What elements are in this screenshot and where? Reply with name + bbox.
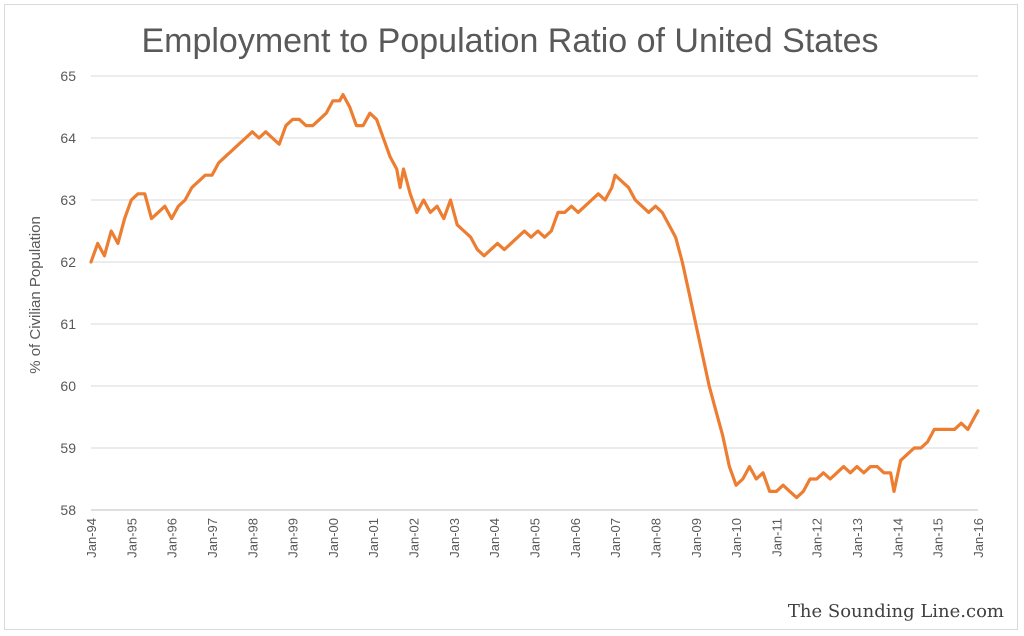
y-tick-label: 61: [60, 316, 76, 332]
y-axis-label: % of Civilian Population: [27, 216, 44, 374]
x-tick-label: Jan-98: [245, 518, 260, 558]
watermark-text: The Sounding Line.com: [787, 601, 1004, 622]
x-tick-label: Jan-96: [165, 518, 180, 558]
y-tick-label: 65: [60, 68, 76, 84]
x-tick-label: Jan-95: [124, 518, 139, 558]
x-tick-label: Jan-99: [286, 518, 301, 558]
x-tick-label: Jan-05: [528, 518, 543, 558]
x-tick-label: Jan-07: [608, 518, 623, 558]
x-tick-label: Jan-06: [568, 518, 583, 558]
x-tick-label: Jan-10: [729, 518, 744, 558]
x-tick-label: Jan-04: [487, 518, 502, 558]
x-tick-label: Jan-16: [971, 518, 986, 558]
y-tick-label: 62: [60, 254, 76, 270]
x-tick-label: Jan-13: [850, 518, 865, 558]
x-tick-label: Jan-12: [810, 518, 825, 558]
y-tick-label: 64: [60, 130, 76, 146]
y-tick-label: 59: [60, 440, 76, 456]
y-tick-label: 60: [60, 378, 76, 394]
y-tick-label: 63: [60, 192, 76, 208]
grid-lines: [91, 75, 978, 511]
x-tick-label: Jan-09: [689, 518, 704, 558]
x-tick-label: Jan-08: [648, 518, 663, 558]
x-tick-label: Jan-11: [769, 518, 784, 557]
x-tick-labels: Jan-94 Jan-95 Jan-96 Jan-97 Jan-98 Jan-99 Jan-…: [84, 518, 986, 558]
chart-frame: [4, 4, 1018, 630]
y-tick-labels: 58 59 60 61 62 63 64 65: [60, 68, 76, 518]
x-tick-label: Jan-15: [931, 518, 946, 558]
x-tick-label: Jan-14: [890, 518, 905, 558]
x-tick-label: Jan-97: [205, 518, 220, 558]
y-tick-label: 58: [60, 502, 76, 518]
x-tick-label: Jan-00: [326, 518, 341, 558]
x-tick-label: Jan-94: [84, 518, 99, 558]
series-line: [89, 93, 980, 500]
x-tick-label: Jan-02: [407, 518, 422, 558]
x-tick-label: Jan-03: [447, 518, 462, 558]
x-tick-label: Jan-01: [366, 518, 381, 558]
chart-title: Employment to Population Ratio of United…: [141, 22, 879, 60]
